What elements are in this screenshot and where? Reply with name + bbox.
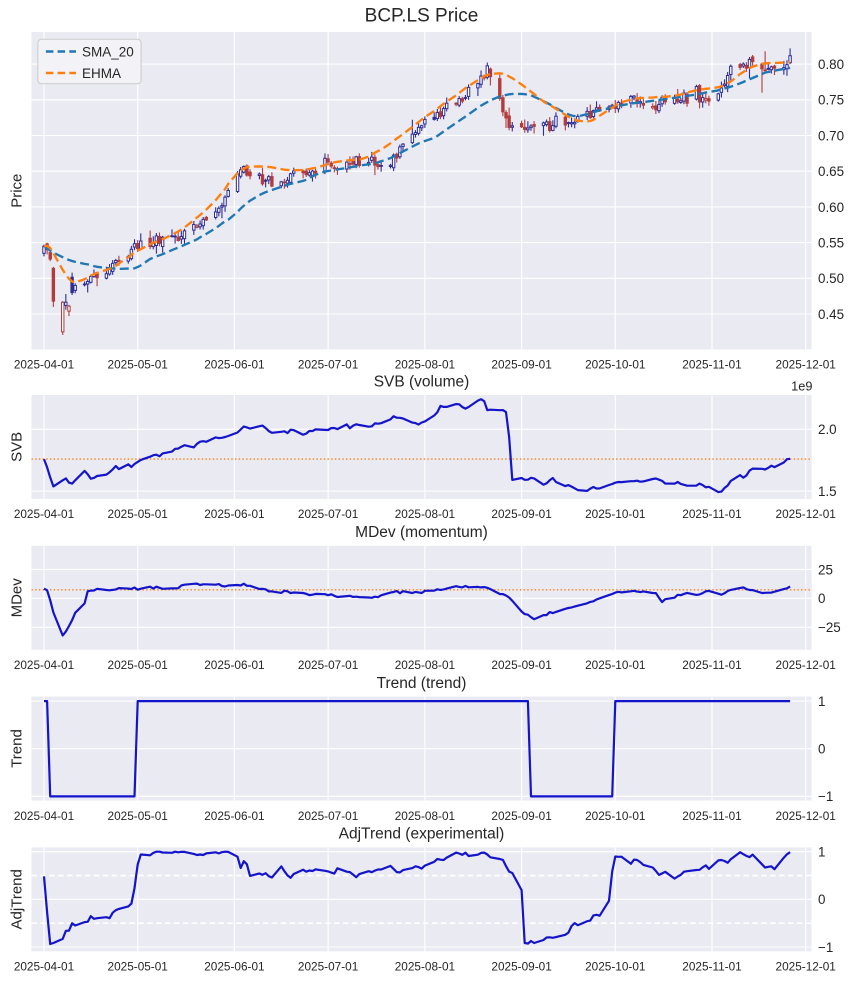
svg-text:2025-04-01: 2025-04-01 xyxy=(14,358,74,372)
svg-text:SVB (volume): SVB (volume) xyxy=(374,373,470,390)
svg-text:0.55: 0.55 xyxy=(818,236,844,251)
svg-text:2025-07-01: 2025-07-01 xyxy=(298,507,358,521)
svg-text:−1: −1 xyxy=(818,789,833,804)
svg-text:2025-07-01: 2025-07-01 xyxy=(298,358,358,372)
svg-text:2025-09-01: 2025-09-01 xyxy=(491,809,551,823)
svg-text:1: 1 xyxy=(818,845,825,860)
svg-text:2025-04-01: 2025-04-01 xyxy=(14,658,74,672)
svg-text:2025-12-01: 2025-12-01 xyxy=(776,960,836,974)
svg-text:MDev: MDev xyxy=(9,578,26,618)
svg-text:2025-08-01: 2025-08-01 xyxy=(395,358,455,372)
svg-text:0: 0 xyxy=(818,892,825,907)
svg-text:2.0: 2.0 xyxy=(818,422,837,437)
svg-text:2025-04-01: 2025-04-01 xyxy=(14,960,74,974)
svg-text:2025-08-01: 2025-08-01 xyxy=(395,658,455,672)
svg-text:MDev (momentum): MDev (momentum) xyxy=(355,524,488,541)
svg-text:2025-06-01: 2025-06-01 xyxy=(204,507,264,521)
svg-text:25: 25 xyxy=(818,562,833,577)
svg-text:2025-05-01: 2025-05-01 xyxy=(108,507,168,521)
svg-text:2025-06-01: 2025-06-01 xyxy=(204,809,264,823)
svg-text:2025-09-01: 2025-09-01 xyxy=(491,960,551,974)
svg-text:0: 0 xyxy=(818,742,825,757)
svg-text:2025-11-01: 2025-11-01 xyxy=(682,960,741,974)
svg-text:0.45: 0.45 xyxy=(818,307,844,322)
svg-text:2025-09-01: 2025-09-01 xyxy=(491,358,551,372)
svg-text:0.65: 0.65 xyxy=(818,164,844,179)
svg-text:2025-08-01: 2025-08-01 xyxy=(395,960,455,974)
svg-text:2025-10-01: 2025-10-01 xyxy=(585,960,645,974)
svg-text:2025-10-01: 2025-10-01 xyxy=(585,658,645,672)
svg-text:0.75: 0.75 xyxy=(818,93,844,108)
svg-text:−1: −1 xyxy=(818,940,833,955)
svg-text:2025-12-01: 2025-12-01 xyxy=(776,809,836,823)
svg-text:Price: Price xyxy=(9,174,26,208)
svg-text:Trend (trend): Trend (trend) xyxy=(377,675,467,692)
svg-text:2025-07-01: 2025-07-01 xyxy=(298,960,358,974)
svg-text:2025-05-01: 2025-05-01 xyxy=(108,658,168,672)
svg-text:−25: −25 xyxy=(818,620,841,635)
svg-text:2025-07-01: 2025-07-01 xyxy=(298,658,358,672)
svg-text:SVB: SVB xyxy=(9,432,26,462)
svg-text:0.50: 0.50 xyxy=(818,271,844,286)
svg-text:0.80: 0.80 xyxy=(818,57,844,72)
svg-text:2025-12-01: 2025-12-01 xyxy=(776,507,836,521)
svg-text:2025-06-01: 2025-06-01 xyxy=(204,960,264,974)
svg-text:2025-06-01: 2025-06-01 xyxy=(204,658,264,672)
svg-text:2025-09-01: 2025-09-01 xyxy=(491,658,551,672)
svg-text:2025-12-01: 2025-12-01 xyxy=(776,658,836,672)
svg-text:2025-05-01: 2025-05-01 xyxy=(108,960,168,974)
svg-text:2025-12-01: 2025-12-01 xyxy=(776,358,836,372)
svg-text:2025-08-01: 2025-08-01 xyxy=(395,507,455,521)
svg-text:BCP.LS Price: BCP.LS Price xyxy=(365,6,479,27)
svg-text:2025-11-01: 2025-11-01 xyxy=(682,358,741,372)
svg-text:2025-10-01: 2025-10-01 xyxy=(585,507,645,521)
svg-text:2025-11-01: 2025-11-01 xyxy=(682,658,741,672)
svg-text:0.70: 0.70 xyxy=(818,128,844,143)
svg-text:2025-05-01: 2025-05-01 xyxy=(108,358,168,372)
svg-text:2025-07-01: 2025-07-01 xyxy=(298,809,358,823)
svg-text:2025-08-01: 2025-08-01 xyxy=(395,809,455,823)
svg-text:0: 0 xyxy=(818,591,825,606)
svg-text:Trend: Trend xyxy=(9,729,26,768)
svg-text:0.60: 0.60 xyxy=(818,200,844,215)
svg-text:1: 1 xyxy=(818,694,825,709)
svg-text:2025-04-01: 2025-04-01 xyxy=(14,809,74,823)
svg-text:2025-10-01: 2025-10-01 xyxy=(585,809,645,823)
svg-text:AdjTrend: AdjTrend xyxy=(9,869,26,929)
svg-text:2025-05-01: 2025-05-01 xyxy=(108,809,168,823)
svg-text:2025-06-01: 2025-06-01 xyxy=(204,358,264,372)
svg-text:SMA_20: SMA_20 xyxy=(82,44,134,59)
svg-text:2025-11-01: 2025-11-01 xyxy=(682,507,741,521)
svg-text:EHMA: EHMA xyxy=(82,66,121,81)
svg-text:2025-04-01: 2025-04-01 xyxy=(14,507,74,521)
svg-text:1e9: 1e9 xyxy=(791,379,812,394)
svg-text:2025-11-01: 2025-11-01 xyxy=(682,809,741,823)
svg-text:2025-10-01: 2025-10-01 xyxy=(585,358,645,372)
svg-text:AdjTrend (experimental): AdjTrend (experimental) xyxy=(339,826,505,843)
svg-text:2025-09-01: 2025-09-01 xyxy=(491,507,551,521)
svg-text:1.5: 1.5 xyxy=(818,484,837,499)
